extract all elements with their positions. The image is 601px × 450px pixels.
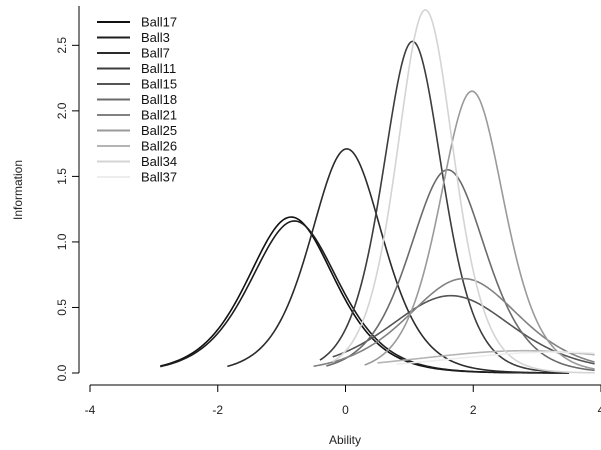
y-axis-ticks: 0.0 0.5 1.0 1.5 2.0 2.5: [55, 37, 79, 381]
legend-label: Ball11: [141, 61, 176, 76]
series-line-ball34: [332, 9, 595, 374]
series-curves: [160, 9, 595, 374]
x-tick-label: 0: [342, 403, 349, 417]
legend-label: Ball15: [141, 77, 177, 92]
series-line-ball11: [319, 40, 557, 373]
series-line-ball21: [313, 277, 595, 368]
y-axis-title: Information: [11, 160, 25, 220]
series-line-ball18: [326, 169, 595, 372]
x-tick-label: -2: [212, 403, 223, 417]
y-tick-label: 1.0: [55, 233, 69, 250]
y-tick-label: 2.0: [55, 102, 69, 119]
legend-label: Ball7: [141, 46, 170, 61]
y-tick-label: 0.0: [55, 364, 69, 381]
x-axis-title: Ability: [329, 433, 361, 447]
x-axis-ticks: -4 -2 0 2 4: [85, 385, 601, 417]
legend-label: Ball26: [141, 139, 177, 154]
legend: Ball17Ball3Ball7Ball11Ball15Ball18Ball21…: [97, 15, 177, 185]
series-line-ball3: [160, 220, 570, 374]
series-line-ball25: [364, 90, 595, 370]
x-tick-label: 4: [598, 403, 601, 417]
legend-label: Ball21: [141, 108, 177, 123]
x-tick-label: 2: [470, 403, 477, 417]
legend-label: Ball17: [141, 15, 177, 30]
legend-label: Ball3: [141, 30, 170, 45]
y-tick-label: 1.5: [55, 168, 69, 185]
legend-label: Ball25: [141, 123, 177, 138]
legend-label: Ball34: [141, 154, 177, 169]
series-line-ball7: [227, 148, 538, 374]
legend-label: Ball37: [141, 170, 177, 185]
x-tick-label: -4: [85, 403, 96, 417]
legend-label: Ball18: [141, 92, 177, 107]
series-line-ball37: [396, 351, 595, 365]
series-line-ball15: [332, 294, 595, 365]
y-tick-label: 0.5: [55, 299, 69, 316]
y-tick-label: 2.5: [55, 37, 69, 54]
